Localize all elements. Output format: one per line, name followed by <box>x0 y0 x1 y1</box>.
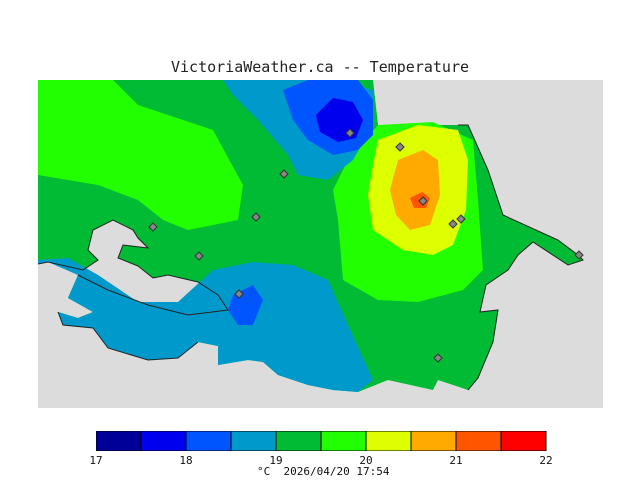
station-marker <box>574 250 584 260</box>
legend-swatch <box>230 431 277 451</box>
legend-swatch <box>320 431 367 451</box>
station-marker <box>148 222 158 232</box>
legend-tick-label: 17 <box>89 454 103 467</box>
legend-tick-label: 22 <box>539 454 553 467</box>
legend-tick-label: 21 <box>449 454 463 467</box>
station-marker <box>418 196 428 206</box>
legend-swatch <box>410 431 457 451</box>
east-coast-outline <box>458 124 584 391</box>
weather-stations <box>148 128 584 363</box>
station-marker <box>433 353 443 363</box>
legend-tick-label: 19 <box>269 454 283 467</box>
timestamp-label: °C 2026/04/20 17:54 <box>257 465 389 478</box>
legend-swatch <box>185 431 232 451</box>
station-marker <box>456 214 466 224</box>
station-marker <box>448 219 458 229</box>
legend-swatch <box>96 431 142 451</box>
map-title: VictoriaWeather.ca -- Temperature <box>170 58 469 76</box>
legend-tick-label: 18 <box>179 454 193 467</box>
timestamp: 2026/04/20 17:54 <box>283 465 390 478</box>
unit-label: °C <box>257 465 271 478</box>
legend-swatch <box>455 431 502 451</box>
zone-21 <box>390 150 440 230</box>
station-marker <box>395 142 405 152</box>
color-legend <box>96 431 547 451</box>
zone-19 <box>38 258 373 392</box>
station-marker <box>234 289 244 299</box>
legend-swatch <box>140 431 187 451</box>
legend-tick-label: 20 <box>359 454 373 467</box>
station-marker <box>251 212 261 222</box>
legend-swatch <box>275 431 322 451</box>
temperature-map <box>38 80 603 408</box>
station-marker <box>345 128 355 138</box>
station-marker <box>194 251 204 261</box>
zone-20 <box>38 80 243 230</box>
south-coast-outline <box>57 311 199 361</box>
legend-swatch <box>500 431 547 451</box>
inlet-outline <box>38 219 229 316</box>
legend-swatch <box>365 431 412 451</box>
station-marker <box>279 169 289 179</box>
